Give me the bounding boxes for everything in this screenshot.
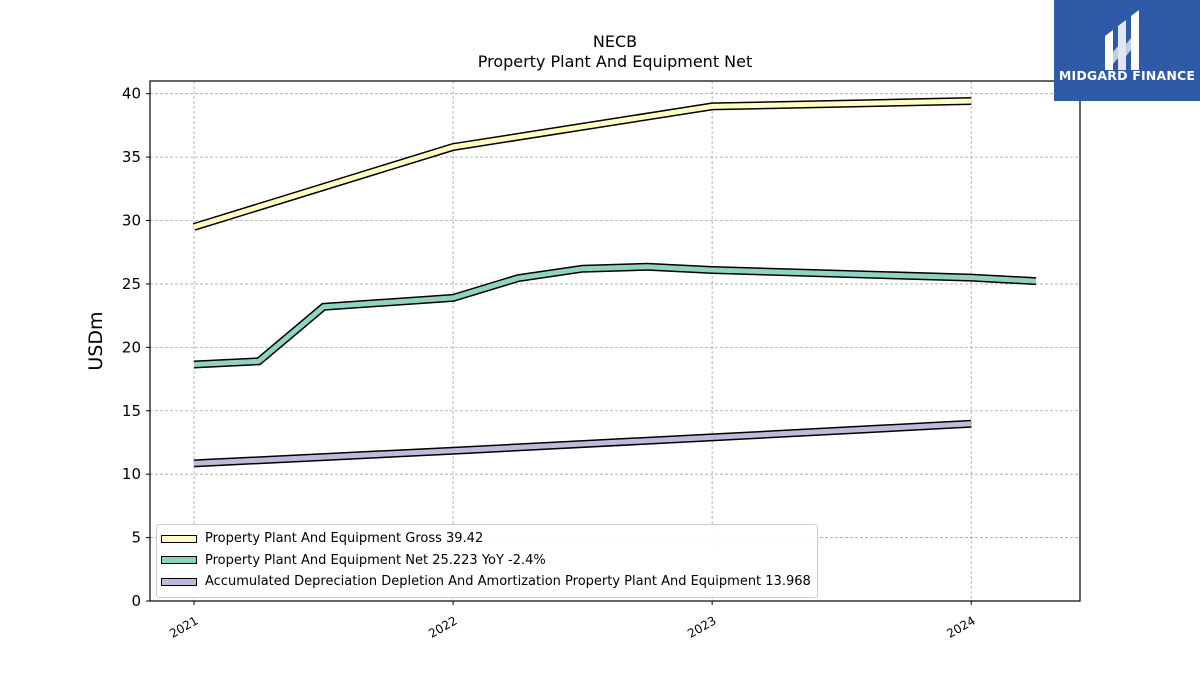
- legend-label-gross: Property Plant And Equipment Gross 39.42: [205, 531, 484, 547]
- legend-item: Property Plant And Equipment Gross 39.42: [161, 528, 811, 550]
- y-tick-label: 0: [131, 592, 141, 610]
- series-group: [192, 97, 1037, 468]
- series-line-2: [193, 262, 1037, 369]
- legend-label-net: Property Plant And Equipment Net 25.223 …: [205, 552, 546, 568]
- y-tick-label: 20: [122, 338, 141, 356]
- legend-swatch-gross: [161, 534, 197, 543]
- legend-item: Property Plant And Equipment Net 25.223 …: [161, 550, 811, 572]
- x-tick-label: 2024: [944, 613, 977, 640]
- plot-frame: [149, 80, 1081, 602]
- series-fill: [193, 264, 1037, 367]
- y-tick-label: 40: [122, 85, 141, 103]
- series-line-1: [192, 97, 972, 231]
- legend-label-depreciation: Accumulated Depreciation Depletion And A…: [205, 574, 811, 590]
- axis-ticks: 0 5 10 15 20 25 30 35 40 2021 2022 2023 2024: [122, 85, 978, 641]
- x-tick-label: 2023: [685, 613, 718, 640]
- y-tick-label: 35: [122, 148, 141, 166]
- legend-swatch-net: [161, 556, 197, 565]
- y-tick-label: 15: [122, 402, 141, 420]
- y-tick-label: 10: [122, 465, 141, 483]
- y-tick-label: 25: [122, 275, 141, 293]
- logo-text: MIDGARD FINANCE: [1058, 68, 1196, 83]
- chart-title: NECB: [592, 32, 638, 51]
- y-tick-label: 5: [131, 529, 141, 547]
- series-fill: [193, 421, 972, 466]
- y-axis-label: USDm: [85, 311, 107, 370]
- legend: Property Plant And Equipment Gross 39.42…: [156, 524, 818, 598]
- series-fill: [193, 98, 972, 230]
- brand-logo: MIDGARD FINANCE: [1054, 0, 1200, 101]
- legend-item: Accumulated Depreciation Depletion And A…: [161, 571, 811, 593]
- legend-swatch-depreciation: [161, 577, 197, 586]
- x-tick-label: 2021: [167, 613, 200, 640]
- x-tick-label: 2022: [426, 613, 459, 640]
- y-tick-label: 30: [122, 212, 141, 230]
- chart-subtitle: Property Plant And Equipment Net: [477, 52, 753, 71]
- plot-area: [150, 81, 1080, 601]
- logo-mark-icon: [1105, 10, 1139, 70]
- series-line-3: [193, 419, 972, 468]
